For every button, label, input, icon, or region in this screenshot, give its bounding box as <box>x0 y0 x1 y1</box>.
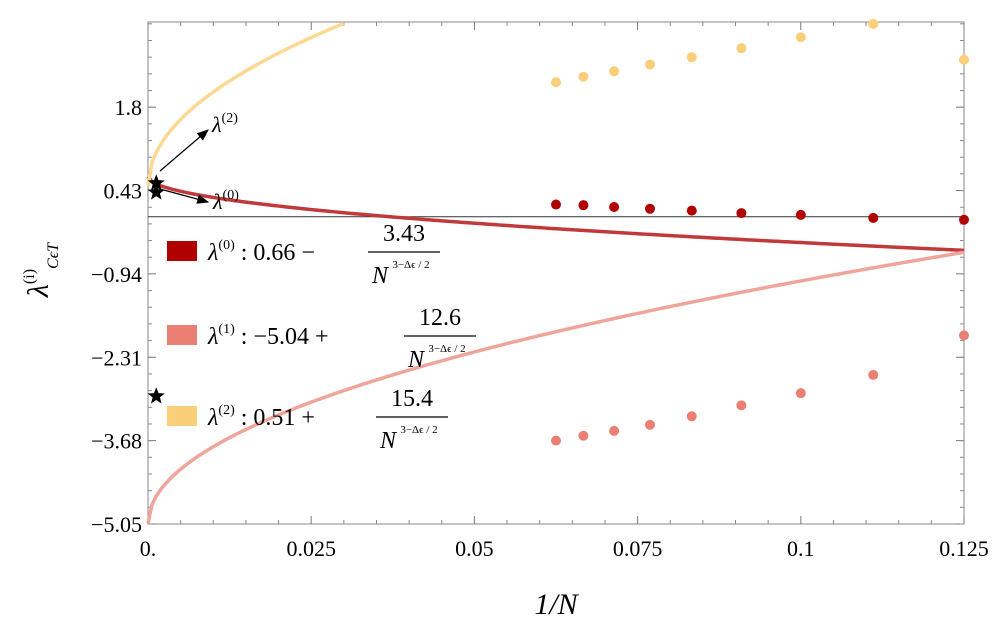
svg-text:λ(2): λ(2) <box>211 111 238 137</box>
x-tick-label-4: 0.1 <box>787 536 815 561</box>
svg-text:N: N <box>379 428 398 454</box>
data-points <box>551 18 969 446</box>
y-tick-label-3: −2.31 <box>91 345 142 370</box>
fit-curve-lambda0 <box>146 175 965 253</box>
point-lambda1-4 <box>686 411 697 422</box>
star-marker-0 <box>147 174 165 191</box>
point-lambda0-2 <box>609 201 620 212</box>
svg-text:λ(0) : 0.66 −: λ(0) : 0.66 − <box>207 238 315 266</box>
x-tick-label-3: 0.075 <box>613 536 663 561</box>
x-tick-label-5: 0.125 <box>939 536 989 561</box>
point-lambda1-2 <box>609 425 620 436</box>
legend: λ(0) : 0.66 − 3.43 N 3−Δϵ / 2 λ(1) : −5.… <box>167 221 476 454</box>
x-tick-label-0: 0. <box>140 536 157 561</box>
legend-item-lambda1: λ(1) : −5.04 + 12.6 N 3−Δϵ / 2 <box>167 305 476 373</box>
point-lambda2-1 <box>578 71 589 82</box>
point-lambda1-5 <box>736 400 747 411</box>
star-marker-1 <box>147 183 165 200</box>
annotation-lambda0: λ(0) <box>159 188 239 214</box>
point-lambda1-3 <box>645 419 656 430</box>
point-lambda0-1 <box>578 200 589 211</box>
svg-text:3−Δϵ / 2: 3−Δϵ / 2 <box>428 343 465 355</box>
y-tick-label-2: −0.94 <box>91 262 142 287</box>
point-lambda1-6 <box>795 388 806 399</box>
point-lambda0-3 <box>645 203 656 214</box>
point-lambda0-7 <box>868 212 879 223</box>
point-lambda1-7 <box>868 369 879 380</box>
svg-text:3−Δϵ / 2: 3−Δϵ / 2 <box>392 259 429 271</box>
x-tick-label-2: 0.05 <box>455 536 494 561</box>
annotation-lambda2: λ(2) <box>159 111 238 172</box>
y-tick-label-1: 0.43 <box>104 179 143 204</box>
y-tick-label-5: −5.05 <box>91 512 142 537</box>
svg-text:λ(1) : −5.04 +: λ(1) : −5.04 + <box>207 322 329 350</box>
legend-swatch-lambda2 <box>167 406 197 426</box>
svg-text:15.4: 15.4 <box>391 386 433 412</box>
fit-curves <box>146 21 965 524</box>
x-tick-label-1: 0.025 <box>286 536 336 561</box>
star-markers <box>147 174 165 404</box>
point-lambda2-8 <box>959 54 969 65</box>
svg-text:3−Δϵ / 2: 3−Δϵ / 2 <box>400 424 437 436</box>
star-marker-2 <box>147 387 165 404</box>
point-lambda2-0 <box>551 77 561 88</box>
legend-item-lambda0: λ(0) : 0.66 − 3.43 N 3−Δϵ / 2 <box>167 221 440 289</box>
point-lambda2-2 <box>609 66 620 77</box>
y-tick-label-4: −3.68 <box>91 429 142 454</box>
x-axis-label: 1/N <box>534 588 579 621</box>
svg-text:N: N <box>407 347 426 373</box>
fit-curve-lambda1 <box>146 250 965 524</box>
legend-item-lambda2: λ(2) : 0.51 + 15.4 N 3−Δϵ / 2 <box>167 386 448 454</box>
svg-text:λ(2) : 0.51 +: λ(2) : 0.51 + <box>207 403 315 431</box>
point-lambda1-0 <box>551 435 561 446</box>
legend-swatch-lambda1 <box>167 325 197 345</box>
point-lambda0-0 <box>551 199 561 210</box>
svg-text:3.43: 3.43 <box>383 221 425 247</box>
point-lambda2-3 <box>645 59 656 70</box>
plot-frame <box>147 21 965 525</box>
svg-text:12.6: 12.6 <box>419 305 461 331</box>
point-lambda2-7 <box>868 18 879 29</box>
y-tick-label-0: 1.8 <box>115 95 143 120</box>
svg-text:N: N <box>371 263 390 289</box>
point-lambda0-8 <box>959 214 969 225</box>
point-lambda0-4 <box>686 205 697 216</box>
y-axis-label: λ(i)CϵT <box>21 242 62 298</box>
svg-text:λ(0): λ(0) <box>212 188 239 214</box>
fit-curve-lambda2 <box>146 21 345 186</box>
point-lambda2-5 <box>736 43 747 54</box>
legend-swatch-lambda0 <box>167 241 197 261</box>
point-lambda2-6 <box>795 32 806 43</box>
point-lambda0-5 <box>736 208 747 219</box>
svg-text:λ(i)CϵT: λ(i)CϵT <box>21 242 62 298</box>
point-lambda1-8 <box>959 330 969 341</box>
point-lambda0-6 <box>795 209 806 220</box>
point-lambda2-4 <box>686 52 697 63</box>
axis-ticks: 0. 0.025 0.05 0.075 0.1 0.125 1.8 0.43 −0.94 −2.3… <box>91 22 989 561</box>
point-lambda1-1 <box>578 430 589 441</box>
